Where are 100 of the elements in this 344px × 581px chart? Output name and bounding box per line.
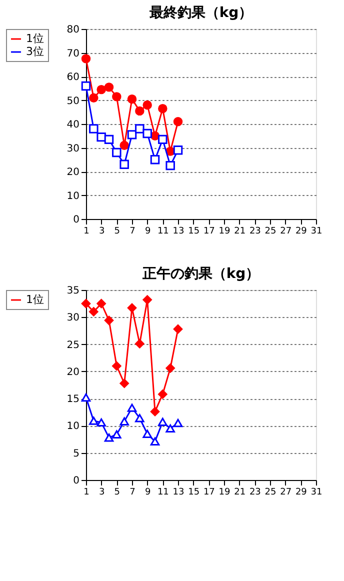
y-tick-label: 25	[66, 340, 80, 351]
point	[142, 100, 152, 110]
point	[104, 82, 114, 92]
chart-title: 正午の釣果（kg）	[141, 266, 260, 282]
point	[150, 406, 160, 416]
point	[173, 146, 183, 155]
point	[112, 148, 122, 158]
point	[158, 418, 168, 426]
point	[89, 124, 98, 134]
point	[120, 160, 129, 169]
point	[135, 106, 144, 116]
y-tick-label: 15	[66, 394, 80, 406]
x-tick-label: 7	[130, 226, 136, 236]
point	[127, 404, 137, 412]
point	[104, 434, 114, 442]
x-tick-label: 11	[157, 488, 169, 498]
point	[142, 128, 152, 138]
x-tick-label: 15	[188, 488, 200, 498]
x-tick-label: 9	[144, 488, 151, 498]
x-tick-label: 5	[114, 226, 120, 236]
x-tick-label: 11	[157, 226, 169, 236]
legend-label: 1位	[26, 32, 44, 45]
point	[150, 437, 160, 446]
point	[89, 307, 98, 316]
point	[135, 414, 144, 422]
x-tick-label: 15	[188, 226, 200, 236]
y-tick-label: 0	[73, 476, 80, 486]
x-tick-label: 27	[280, 488, 292, 498]
legend-label: 3位	[26, 45, 44, 58]
point	[127, 94, 137, 104]
point	[173, 324, 183, 334]
point	[127, 303, 137, 313]
x-tick-label: 5	[114, 488, 120, 498]
y-tick-label: 35	[66, 286, 80, 296]
x-tick-label: 21	[234, 226, 246, 236]
point	[135, 124, 144, 134]
point	[104, 316, 114, 326]
x-tick-label: 13	[172, 488, 184, 498]
point	[158, 104, 168, 114]
y-tick-label: 40	[66, 120, 80, 130]
point	[142, 295, 152, 304]
x-tick-label: 9	[144, 226, 151, 236]
point	[158, 390, 168, 399]
y-tick-label: 5	[73, 448, 80, 460]
y-tick-label: 0	[73, 214, 80, 226]
point	[96, 418, 106, 427]
point	[173, 117, 183, 126]
point	[120, 417, 129, 426]
point	[166, 424, 175, 433]
x-tick-label: 13	[172, 226, 184, 236]
point	[120, 378, 129, 388]
point	[112, 92, 122, 102]
point	[173, 418, 183, 428]
point	[81, 54, 91, 64]
x-tick-label: 31	[310, 488, 322, 498]
point	[104, 134, 114, 144]
point	[96, 298, 106, 308]
point	[81, 298, 91, 308]
x-tick-label: 21	[234, 488, 246, 498]
point	[120, 140, 129, 150]
x-tick-label: 17	[203, 226, 215, 236]
y-tick-label: 60	[66, 72, 80, 83]
point	[135, 339, 144, 348]
x-tick-label: 3	[98, 226, 105, 236]
point	[142, 430, 152, 438]
x-tick-label: 23	[249, 226, 261, 236]
x-tick-label: 1	[84, 488, 90, 498]
point	[166, 160, 175, 170]
point	[166, 364, 175, 373]
y-tick-label: 70	[66, 48, 80, 60]
y-tick-label: 20	[66, 167, 80, 178]
legend-label: 1位	[26, 293, 44, 306]
x-tick-label: 29	[295, 488, 308, 498]
x-tick-label: 29	[295, 226, 308, 236]
x-tick-label: 19	[218, 226, 230, 236]
point	[158, 134, 168, 144]
x-tick-label: 19	[218, 488, 230, 498]
chart-title: 最終釣果（kg）	[148, 5, 253, 21]
x-tick-label: 3	[98, 488, 105, 498]
y-tick-label: 80	[66, 24, 80, 36]
point	[96, 84, 106, 94]
point	[112, 430, 122, 439]
x-tick-label: 17	[203, 488, 215, 498]
point	[89, 93, 98, 102]
x-tick-label: 25	[264, 488, 276, 498]
y-tick-label: 30	[66, 312, 80, 324]
y-tick-label: 20	[66, 366, 80, 378]
y-tick-label: 50	[66, 96, 80, 107]
point	[112, 361, 122, 371]
x-tick-label: 1	[84, 226, 90, 236]
point	[150, 155, 160, 164]
y-tick-label: 30	[66, 143, 80, 154]
x-tick-label: 7	[130, 488, 136, 498]
y-tick-label: 10	[66, 421, 80, 432]
point	[89, 416, 98, 425]
x-tick-label: 25	[264, 226, 276, 236]
point	[96, 132, 106, 142]
y-tick-label: 10	[66, 190, 80, 202]
x-tick-label: 31	[310, 226, 322, 236]
x-tick-label: 27	[280, 226, 292, 236]
